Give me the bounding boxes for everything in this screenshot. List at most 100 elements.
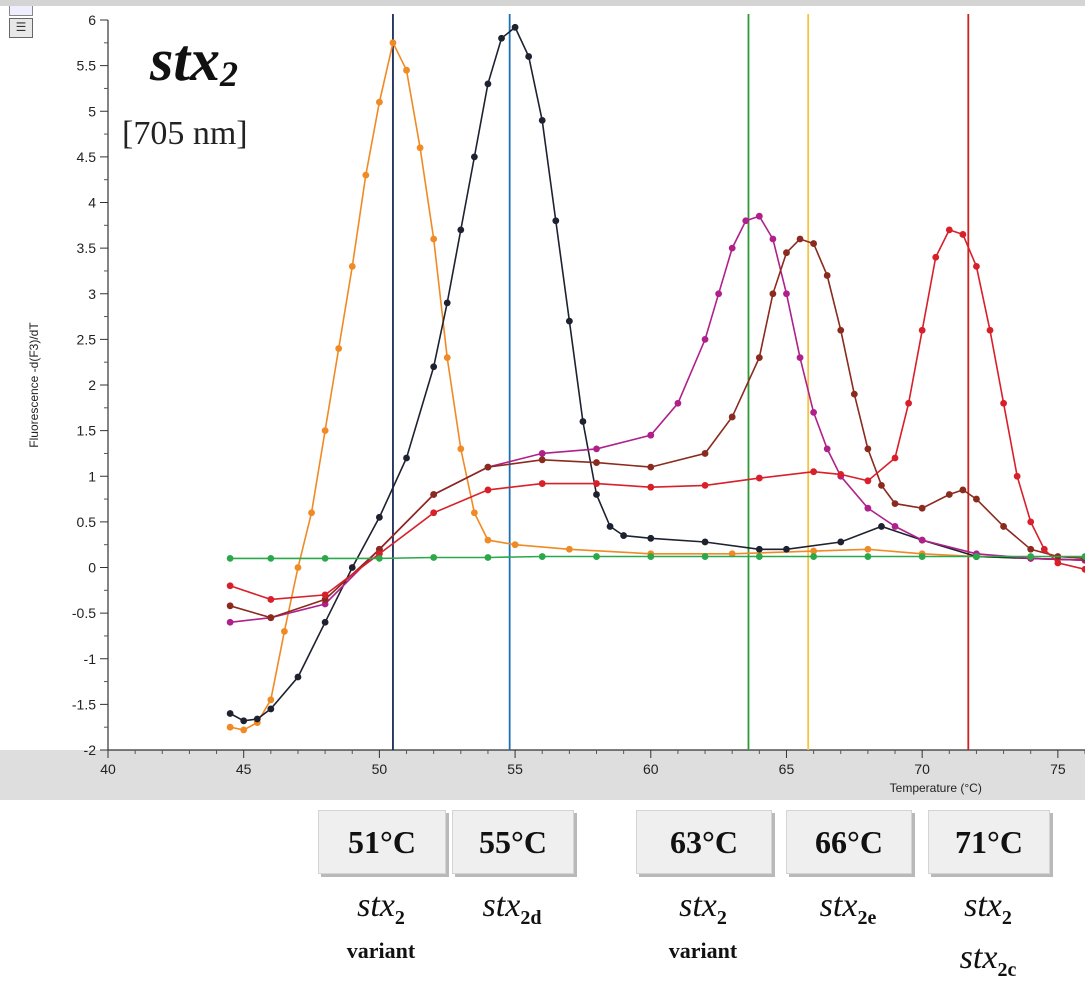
series-0-point-8 (335, 345, 343, 352)
series-1-point-8 (403, 454, 410, 462)
x-axis-title: Temperature (°C) (890, 781, 982, 795)
series-4-point-4 (430, 509, 438, 517)
y-tick-label-1: -1.5 (72, 696, 96, 712)
series-1-point-12 (470, 153, 478, 161)
chart-subtitle: [705 nm] (122, 115, 248, 152)
y-tick-label-16: 6 (88, 12, 96, 28)
series-4-point-27 (1081, 565, 1085, 573)
series-3-point-6 (538, 456, 546, 464)
y-tick-label-2: -1 (84, 651, 97, 667)
series-3-point-0 (226, 602, 234, 610)
series-2-point-17 (796, 354, 804, 362)
series-4-point-6 (538, 480, 546, 487)
temp-box-0: 51°C (318, 810, 446, 874)
series-line-1 (229, 26, 1085, 722)
series-0-point-24 (810, 547, 818, 555)
series-1-point-1 (240, 717, 248, 725)
series-2-point-19 (823, 445, 831, 453)
series-0-point-23 (728, 550, 736, 558)
series-0-point-9 (348, 262, 356, 270)
series-1-point-5 (321, 618, 329, 626)
series-4-point-10 (755, 474, 763, 482)
series-3-point-1 (267, 614, 275, 622)
series-4-point-21 (986, 326, 994, 334)
series-4-point-5 (484, 486, 492, 494)
series-3-point-19 (864, 445, 872, 453)
series-5-point-12 (864, 553, 872, 560)
series-4-point-14 (891, 454, 899, 462)
series-4-point-2 (321, 591, 329, 599)
series-5-point-6 (538, 553, 546, 560)
x-tick-label-6: 70 (914, 761, 930, 777)
series-3-point-15 (810, 240, 818, 247)
series-3-point-4 (430, 491, 438, 498)
series-1-point-6 (348, 564, 356, 571)
series-1-point-17 (538, 116, 546, 124)
series-4-point-18 (945, 226, 953, 234)
series-3-point-27 (1027, 545, 1035, 553)
top-band (0, 0, 1085, 6)
series-4-point-1 (267, 596, 275, 603)
series-1-point-18 (552, 217, 560, 225)
series-2-point-9 (674, 399, 682, 407)
series-1-point-9 (430, 363, 438, 371)
series-3-point-21 (891, 500, 899, 508)
series-1-point-25 (701, 538, 709, 546)
series-4-point-13 (864, 477, 872, 485)
x-axis-band (0, 750, 1085, 800)
series-5-point-13 (918, 553, 926, 560)
y-tick-label-10: 3 (88, 286, 96, 302)
list-icon[interactable]: ☰ (9, 18, 33, 38)
series-1-point-29 (878, 523, 885, 530)
series-5-point-4 (430, 554, 438, 561)
series-5-point-9 (701, 553, 709, 560)
series-2-point-8 (647, 431, 655, 439)
series-1-point-28 (837, 538, 845, 546)
series-3-point-7 (593, 459, 600, 466)
x-tick-label-1: 45 (236, 761, 252, 777)
chart-frame: ☰ -2 -1.5 -1 -0.5 0 0.5 1 1.5 2 2.5 3 3.5 4 4.5 5 5.5 6 4… (0, 0, 1085, 800)
y-tick-label-0: -2 (84, 742, 97, 758)
series-5-point-0 (226, 554, 234, 562)
series-0-point-7 (321, 427, 329, 435)
y-tick-label-4: 0 (88, 560, 96, 576)
y-tick-label-8: 2 (88, 377, 96, 393)
series-3-point-5 (484, 463, 492, 471)
series-1-point-24 (647, 534, 655, 542)
gene-label-2: stx2 variant (636, 886, 770, 964)
series-3-point-11 (755, 354, 763, 362)
series-1-point-15 (511, 23, 519, 31)
temp-box-2: 63°C (636, 810, 772, 874)
y-tick-label-11: 3.5 (77, 240, 97, 256)
series-3-point-17 (837, 326, 845, 334)
series-2-point-14 (755, 212, 763, 220)
series-0-point-21 (565, 545, 573, 553)
gene-label-1: stx2d (452, 886, 572, 938)
series-2-point-22 (891, 523, 899, 530)
temp-box-1: 55°C (452, 810, 574, 874)
x-tick-label-0: 40 (100, 761, 116, 777)
series-4-point-15 (905, 399, 912, 407)
series-0-point-12 (389, 39, 397, 47)
series-1-point-10 (443, 299, 451, 307)
x-tick-label-2: 50 (372, 761, 388, 777)
series-3-point-13 (783, 249, 790, 257)
series-0-point-13 (403, 66, 410, 74)
series-1-point-26 (755, 545, 763, 553)
series-3-point-8 (647, 463, 655, 471)
temp-box-4: 71°C (928, 810, 1050, 874)
gene-label-0: stx2 variant (318, 886, 444, 964)
series-line-4 (229, 228, 1085, 601)
series-1-point-14 (498, 34, 505, 42)
series-4-point-25 (1040, 545, 1048, 553)
series-3-point-14 (796, 235, 804, 243)
series-4-point-17 (932, 253, 940, 261)
series-0-point-4 (281, 627, 288, 635)
y-tick-label-6: 1 (88, 468, 96, 484)
series-0-point-6 (308, 509, 315, 517)
series-2-point-21 (864, 504, 872, 512)
series-2-point-23 (918, 536, 926, 544)
series-1-point-16 (525, 53, 533, 60)
series-5-point-2 (321, 554, 329, 562)
series-3-point-25 (973, 495, 980, 503)
